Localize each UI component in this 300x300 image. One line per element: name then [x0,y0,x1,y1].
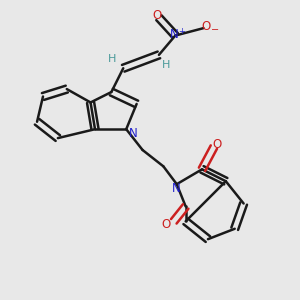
Text: O: O [162,218,171,231]
Text: N: N [129,127,138,140]
Text: O: O [153,9,162,22]
Text: H: H [162,60,170,70]
Text: O: O [212,138,221,151]
Text: H: H [108,54,116,64]
Text: O: O [201,20,211,33]
Text: N: N [170,28,179,41]
Text: +: + [178,27,184,36]
Text: −: − [211,25,219,34]
Text: N: N [172,182,181,195]
